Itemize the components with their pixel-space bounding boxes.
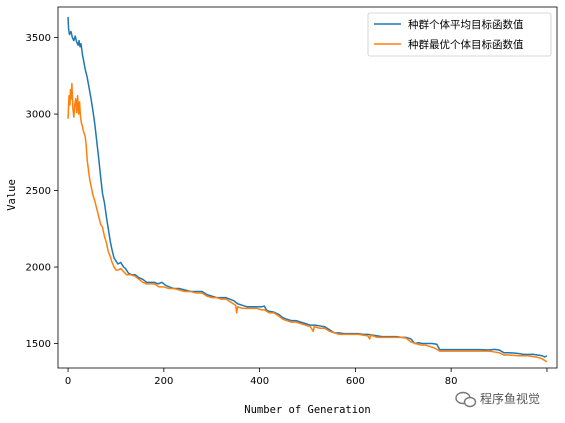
y-tick-label: 2000: [26, 263, 51, 274]
y-tick-label: 2500: [26, 186, 51, 197]
plot-frame: [57, 6, 558, 369]
legend: 种群个体平均目标函数值 种群最优个体目标函数值: [367, 12, 552, 57]
x-tick-label: 80: [445, 376, 458, 387]
wechat-bubble-icon: [455, 391, 477, 408]
y-tick-label: 1500: [26, 339, 51, 350]
y-axis-label: Value: [6, 179, 18, 211]
watermark: 程序鱼视觉: [450, 385, 560, 411]
legend-label-best: 种群最优个体目标函数值: [408, 38, 524, 51]
x-tick-label: 0: [65, 376, 71, 387]
plot-background: [58, 7, 557, 368]
series-layer: [67, 16, 548, 363]
x-tick-label: 200: [154, 376, 173, 387]
watermark-text: 程序鱼视觉: [480, 391, 540, 406]
legend-label-average: 种群个体平均目标函数值: [408, 18, 524, 31]
series-line-best: [67, 82, 548, 363]
x-tick-label: 400: [250, 376, 269, 387]
legend-box: [367, 12, 552, 57]
x-tick-label: 600: [346, 376, 365, 387]
y-tick-label: 3000: [26, 110, 51, 121]
x-axis-ticks: 0 200 400 600 80: [65, 368, 548, 387]
x-axis-label: Number of Generation: [244, 404, 370, 416]
y-axis-ticks: 1500 2000 2500 3000 3500: [26, 33, 58, 350]
series-line-average: [67, 16, 548, 358]
y-tick-label: 3500: [26, 33, 51, 44]
